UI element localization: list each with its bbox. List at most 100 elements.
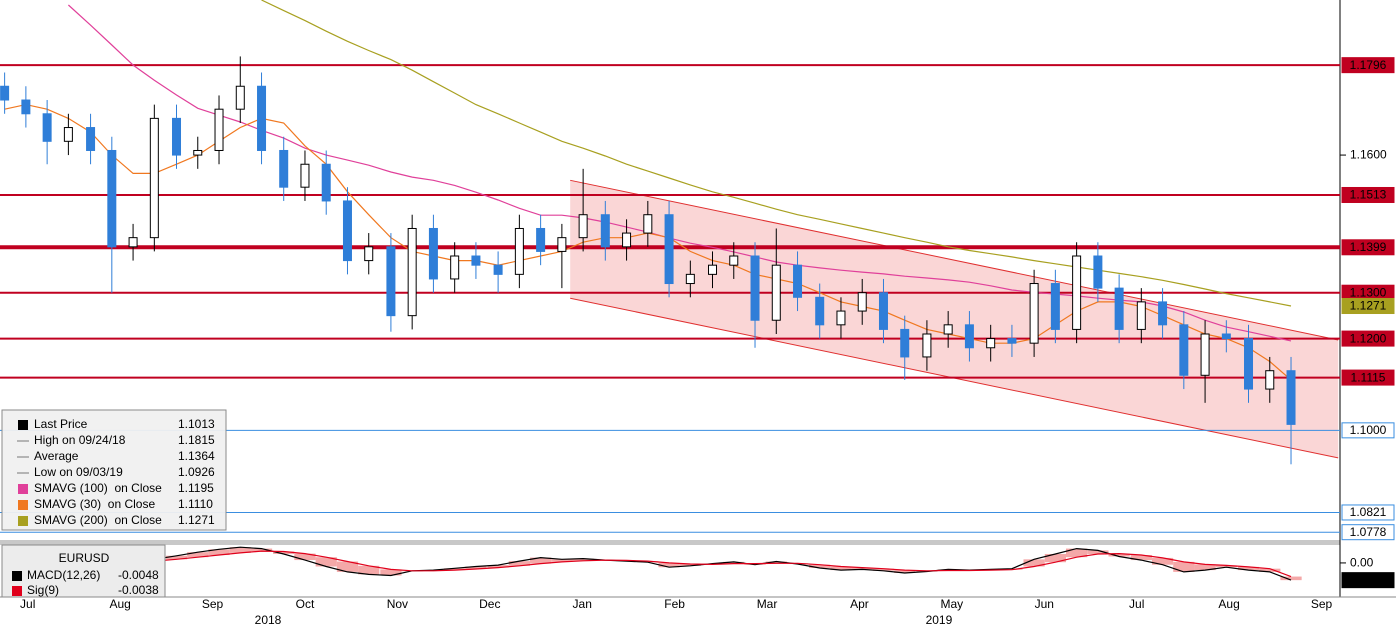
sma-axis-label: 1.1271 (1350, 299, 1387, 313)
macd-fill (1151, 557, 1174, 565)
macd-fill (1259, 568, 1281, 572)
candle-body (943, 324, 953, 335)
macd-fill (894, 570, 916, 573)
candle-body (321, 163, 331, 202)
macd-fill (336, 561, 359, 572)
candle-body (857, 292, 867, 312)
legend-value: 1.1110 (178, 497, 213, 511)
candle-body (300, 163, 310, 188)
macd-fill (187, 552, 209, 558)
macd-fill (1044, 553, 1066, 563)
legend-value: 1.0926 (178, 465, 215, 479)
macd-fill (765, 561, 787, 564)
legend-label: Sig(9) (27, 583, 59, 597)
legend-label: Last Price (34, 417, 88, 431)
candle-body (1050, 283, 1060, 330)
candle-body (1029, 283, 1039, 344)
level-label: 1.1200 (1350, 331, 1387, 345)
level-label-box (1341, 369, 1395, 386)
y-tick-label: 0.00 (1350, 556, 1374, 570)
candle-body (128, 237, 138, 248)
macd-fill (809, 564, 831, 568)
candle-body (729, 255, 739, 266)
x-tick-label: Oct (296, 597, 315, 611)
candle-body (1093, 255, 1103, 289)
macd-fill (830, 566, 852, 571)
candle-body (922, 333, 932, 358)
macd-fill (723, 561, 745, 564)
candle-body (557, 237, 567, 252)
x-tick-label: Jun (1035, 597, 1054, 611)
candle-body (1072, 255, 1082, 330)
macd-fill (380, 569, 402, 576)
level-label: 1.1513 (1350, 188, 1387, 202)
level-label-box (1341, 330, 1395, 347)
candle-body (1179, 324, 1189, 376)
year-label: 2018 (255, 613, 282, 627)
candle-body (878, 292, 888, 330)
candle-body (1244, 338, 1254, 390)
candle-body (21, 99, 31, 115)
candle-body (964, 324, 974, 349)
candle-body (386, 246, 396, 317)
level-label: 1.1000 (1350, 423, 1387, 437)
x-tick-label: Aug (1218, 597, 1239, 611)
candle-body (1221, 333, 1231, 340)
legend-value: -0.0038 (118, 583, 159, 597)
macd-fill (1023, 559, 1045, 567)
candle-body (279, 149, 289, 188)
sma-axis-label-box (1341, 298, 1395, 315)
legend-label: MACD(12,26) (27, 568, 100, 582)
macd-fill (572, 558, 594, 561)
legend-swatch (18, 484, 28, 494)
candle-body (0, 85, 10, 101)
legend-value: 1.1364 (178, 449, 215, 463)
legend-swatch (12, 571, 22, 581)
macd-fill (273, 551, 295, 554)
candle-body (900, 328, 910, 358)
macd-fill (294, 553, 316, 561)
x-tick-label: Apr (850, 597, 869, 611)
panel-separator (0, 540, 1340, 545)
macd-fill (444, 568, 466, 571)
legend-icon (18, 420, 28, 430)
candle-body (471, 255, 481, 266)
candle-body (986, 338, 996, 349)
candle-body (364, 246, 374, 262)
level-label: 1.1796 (1350, 58, 1387, 72)
legend-value: -0.0048 (118, 568, 159, 582)
macd-fill (872, 568, 895, 571)
level-label: 1.0821 (1350, 505, 1387, 519)
macd-fill (1108, 553, 1130, 557)
macd-fill (508, 561, 530, 566)
candle-body (1114, 287, 1124, 330)
candle-body (407, 227, 417, 317)
candle-body (600, 214, 610, 248)
x-tick-label: Sep (202, 597, 224, 611)
macd-fill (229, 547, 251, 553)
candle-body (86, 127, 96, 151)
level-label-box (1341, 186, 1395, 203)
macd-fill (658, 562, 680, 568)
macd-fill (1194, 564, 1216, 571)
candle-body (685, 273, 695, 285)
channel-fill (570, 180, 1339, 458)
macd-fill (487, 565, 509, 568)
macd-axis-label-box (1341, 572, 1395, 589)
sma-line (261, 0, 1292, 307)
x-tick-label: Jan (573, 597, 592, 611)
x-tick-label: Dec (479, 597, 500, 611)
candle-body (107, 149, 117, 248)
macd-fill (1173, 561, 1195, 572)
macd-fill (165, 555, 188, 560)
x-tick-label: Sep (1311, 597, 1333, 611)
macd-fill (1130, 555, 1152, 561)
candle-body (1286, 370, 1296, 425)
candle-body (622, 232, 632, 248)
legend-label: SMAVG (100) on Close (34, 481, 162, 495)
x-tick-label: Feb (664, 597, 685, 611)
candle-body (493, 264, 503, 275)
candle-body (836, 310, 846, 326)
